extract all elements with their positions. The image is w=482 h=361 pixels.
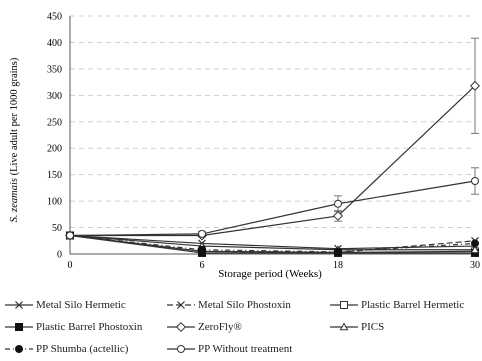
data-point-pp-shumba-actellic [198, 245, 206, 254]
x-tick-label: 0 [68, 260, 73, 271]
y-tick-label: 100 [47, 197, 62, 208]
data-point-pp-without-treatment [471, 177, 479, 186]
data-point-pp-shumba-actellic [471, 239, 479, 248]
legend-label: Metal Silo Hermetic [36, 299, 126, 311]
x-axis-label: Storage period (Weeks) [218, 268, 322, 280]
data-point-zerofly [469, 80, 481, 91]
legend-marker [340, 301, 348, 309]
series-lines [69, 85, 476, 254]
legend-marker [177, 301, 185, 309]
y-tick-label: 150 [47, 170, 62, 181]
legend-marker [175, 321, 187, 333]
series-line-plastic-barrel-hermetic [69, 234, 476, 254]
legend-item-metal-silo-hermetic: Metal Silo Hermetic [4, 296, 126, 314]
data-point-pp-shumba-actellic [334, 247, 342, 256]
series-line-pp-shumba-actellic [69, 234, 476, 253]
marker-stroke [177, 301, 185, 309]
gridlines [70, 15, 475, 229]
legend-swatch [5, 301, 33, 309]
legend-item-zerofly: ZeroFly® [166, 318, 242, 336]
legend-marker [15, 301, 23, 309]
legend-swatch [167, 321, 195, 333]
legend-label: ZeroFly® [198, 321, 242, 333]
y-axis-label-species: S. zeamais [9, 178, 20, 222]
axes [69, 16, 475, 255]
x-tick-label: 6 [200, 260, 205, 271]
data-point-pp-without-treatment [198, 229, 206, 238]
y-tick-label: 350 [47, 64, 62, 75]
series-line-pp-without-treatment [69, 180, 476, 237]
legend-swatch [167, 345, 195, 353]
legend-label: PP Without treatment [198, 343, 293, 355]
y-axis-label: S. zeamais (Live adult per 1000 grains) [9, 57, 20, 222]
legend-marker [339, 322, 349, 331]
y-tick-label: 300 [47, 91, 62, 102]
y-tick-label: 50 [52, 223, 62, 234]
legend-label: Plastic Barrel Phostoxin [36, 321, 143, 333]
legend-label: Metal Silo Phostoxin [198, 299, 291, 311]
data-point-zerofly [332, 210, 344, 221]
y-tick-label: 0 [57, 250, 62, 261]
legend: Metal Silo Hermetic Metal Silo Phostoxin P… [0, 296, 482, 361]
y-tick-label: 450 [47, 12, 62, 23]
legend-label: PICS [361, 321, 385, 333]
legend-marker [177, 345, 185, 353]
series-line-zerofly [70, 85, 476, 237]
y-tick-label: 250 [47, 117, 62, 128]
marker-stroke [15, 301, 23, 309]
legend-swatch [167, 301, 195, 309]
legend-label: Plastic Barrel Hermetic [361, 299, 465, 311]
legend-marker [15, 323, 23, 331]
legend-swatch [5, 345, 33, 353]
x-tick-labels: 0 6 18 30 [68, 260, 481, 271]
data-point-pics [470, 245, 480, 254]
series-line-plastic-barrel-phostoxin [69, 234, 475, 254]
legend-swatch [330, 301, 358, 309]
legend-item-pp-shumba-actellic: PP Shumba (actellic) [4, 340, 128, 358]
legend-swatch [330, 322, 358, 331]
legend-label: PP Shumba (actellic) [36, 343, 129, 355]
y-axis-label-unit: (Live adult per 1000 grains) [9, 57, 20, 178]
y-tick-label: 200 [47, 144, 62, 155]
legend-item-metal-silo-phostoxin: Metal Silo Phostoxin [166, 296, 291, 314]
y-tick-labels: 0 50 100 150 200 250 300 350 400 450 [47, 12, 62, 261]
data-point-pp-without-treatment [66, 231, 74, 240]
legend-item-plastic-barrel-phostoxin: Plastic Barrel Phostoxin [4, 318, 142, 336]
legend-item-pp-without-treatment: PP Without treatment [166, 340, 292, 358]
series-line-pics [69, 234, 475, 251]
series-markers [64, 80, 481, 257]
x-tick-label: 18 [333, 260, 343, 271]
data-point-pp-without-treatment [334, 199, 342, 208]
line-chart: 0 50 100 150 200 250 300 350 400 450 0 6 18 30 Stora… [9, 12, 481, 280]
legend-swatch [5, 323, 33, 331]
x-tick-label: 30 [470, 260, 480, 271]
y-tick-label: 400 [47, 38, 62, 49]
legend-item-plastic-barrel-hermetic: Plastic Barrel Hermetic [329, 296, 464, 314]
legend-item-pics: PICS [329, 318, 384, 336]
legend-marker [15, 345, 23, 353]
